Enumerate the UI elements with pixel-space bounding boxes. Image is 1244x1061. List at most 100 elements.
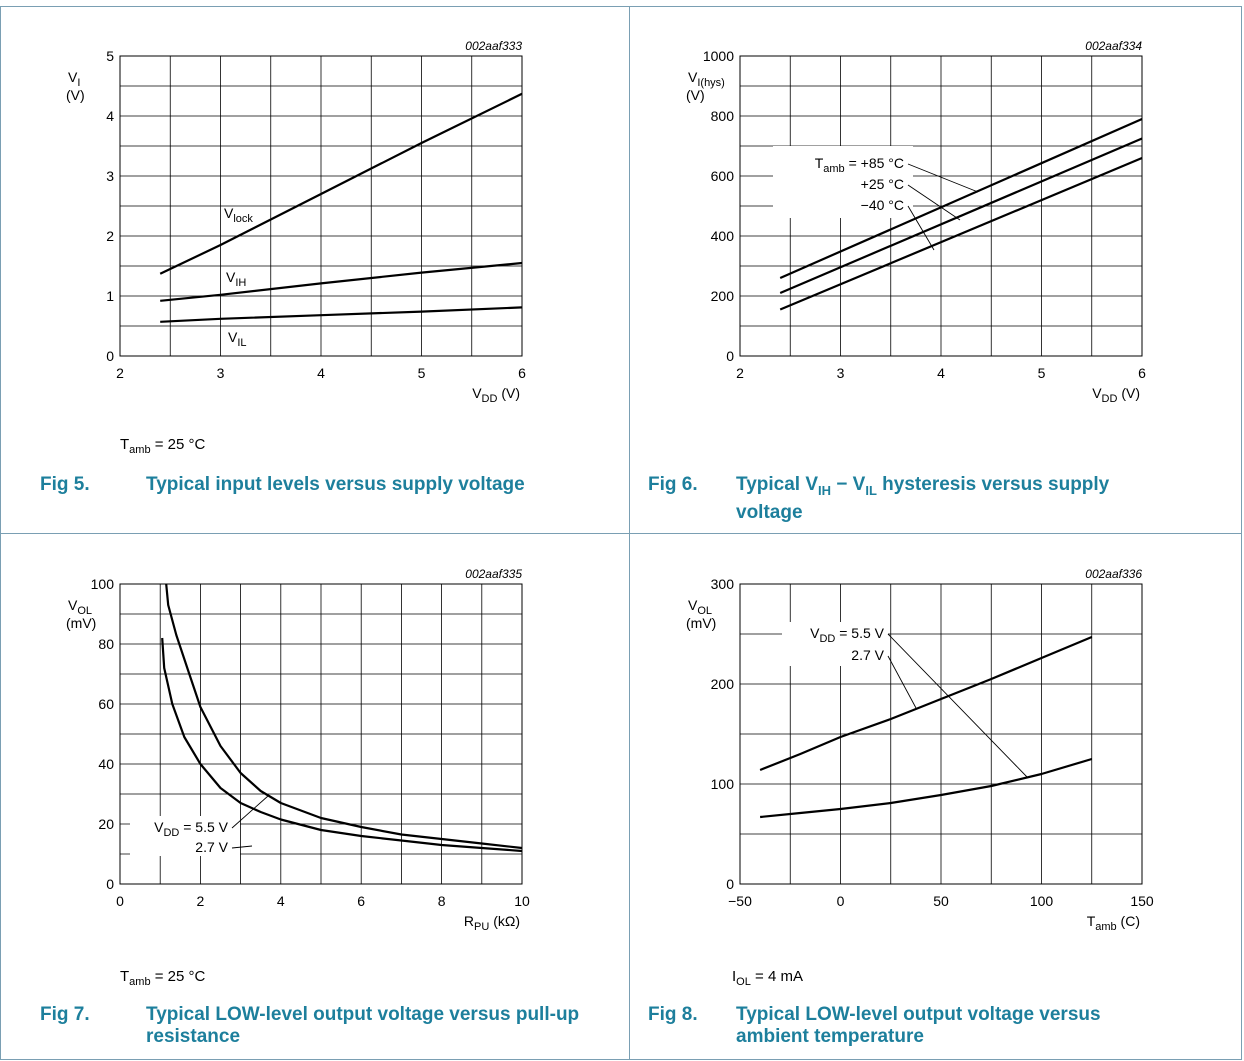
x-tick-label: 100 — [1030, 893, 1054, 909]
y-tick-label: 300 — [711, 576, 735, 592]
figure-6-chart: 2 3 4 5 6 0 200 400 600 800 1000 002aaf334 VDD (V) VI… — [686, 39, 1146, 405]
x-axis-label: VDD (V) — [472, 385, 520, 405]
y-tick-label: 1 — [106, 288, 114, 304]
figure-5-title: Typical input levels versus supply volta… — [146, 474, 525, 495]
y-tick-label: 0 — [726, 876, 734, 892]
series-label: VDD = 5.5 V — [154, 819, 229, 839]
series-line — [759, 757, 1093, 819]
callout-line — [231, 795, 269, 829]
series-line — [165, 583, 523, 850]
callout-line — [907, 184, 961, 221]
figure-5-panel: 2 3 4 5 6 0 1 2 3 4 5 002aaf333 VDD (V) VI (V) Vlock VIH… — [0, 6, 620, 533]
series-line — [779, 156, 1143, 311]
x-tick-label: 10 — [514, 893, 530, 909]
series-label: Vlock — [224, 205, 253, 225]
figure-8-panel: −50 0 50 100 150 0 100 200 300 002aaf336 Tamb (C) V… — [630, 534, 1244, 1061]
chart-code: 002aaf336 — [1085, 567, 1142, 581]
figure-6-title: Typical VIH − VIL hysteresis versus supp… — [736, 474, 1110, 523]
y-tick-label: 4 — [106, 108, 114, 124]
y-axis-unit: (V) — [686, 87, 705, 103]
series-label: 2.7 V — [195, 839, 228, 855]
figure-5-label: Fig 5. — [40, 474, 90, 495]
y-tick-label: 60 — [98, 696, 114, 712]
series-label: VIL — [228, 329, 247, 349]
figure-6-panel: 2 3 4 5 6 0 200 400 600 800 1000 002aaf334 VDD (V) VI… — [630, 6, 1244, 533]
x-axis-label: RPU (kΩ) — [464, 913, 520, 933]
y-tick-label: 800 — [711, 108, 735, 124]
figure-8-title: Typical LOW-level output voltage versus … — [736, 1004, 1101, 1047]
x-tick-label: 2 — [116, 365, 124, 381]
x-tick-label: 4 — [317, 365, 325, 381]
y-tick-label: 5 — [106, 48, 114, 64]
series-line — [759, 635, 1093, 772]
figure-8-condition: IOL = 4 mA — [732, 968, 803, 988]
series-line — [159, 92, 523, 275]
series-label: 2.7 V — [851, 647, 884, 663]
callout-line — [231, 845, 253, 849]
x-axis-label: Tamb (C) — [1087, 913, 1140, 933]
x-tick-label: 150 — [1130, 893, 1154, 909]
y-tick-label: 100 — [91, 576, 115, 592]
y-tick-label: 0 — [106, 348, 114, 364]
y-tick-label: 0 — [726, 348, 734, 364]
y-tick-label: 600 — [711, 168, 735, 184]
x-axis-label: VDD (V) — [1092, 385, 1140, 405]
y-tick-label: 3 — [106, 168, 114, 184]
y-tick-label: 80 — [98, 636, 114, 652]
y-axis-label: VOL — [68, 597, 92, 617]
series-line — [160, 261, 523, 302]
label-background — [782, 622, 888, 666]
chart-code: 002aaf333 — [465, 39, 522, 53]
figure-7-label: Fig 7. — [40, 1004, 90, 1025]
series-line — [160, 306, 523, 323]
chart-code: 002aaf334 — [1085, 39, 1142, 53]
y-tick-label: 1000 — [703, 48, 734, 64]
y-tick-label: 2 — [106, 228, 114, 244]
callout-line — [887, 633, 1029, 779]
x-tick-label: 6 — [1138, 365, 1146, 381]
x-tick-label: 0 — [116, 893, 124, 909]
callout-line — [907, 205, 935, 251]
plot-frame — [119, 583, 523, 885]
series-line — [779, 137, 1143, 295]
y-axis-label: VI(hys) — [688, 69, 725, 89]
x-tick-label: 2 — [736, 365, 744, 381]
series-label: +25 °C — [861, 176, 904, 192]
figure-7-condition: Tamb = 25 °C — [120, 968, 206, 988]
y-tick-label: 400 — [711, 228, 735, 244]
y-tick-label: 200 — [711, 288, 735, 304]
series-label: −40 °C — [861, 197, 904, 213]
x-tick-label: 5 — [1038, 365, 1046, 381]
callout-line — [887, 655, 917, 709]
y-axis-unit: (mV) — [66, 615, 96, 631]
y-axis-label: VOL — [688, 597, 712, 617]
series-line — [779, 117, 1143, 280]
y-axis-unit: (V) — [66, 87, 85, 103]
label-background — [773, 146, 913, 218]
figure-7-panel: 0 2 4 6 8 10 0 20 40 60 80 100 002aaf335 RPU (kΩ) VOL(… — [0, 534, 620, 1061]
figure-7-title: Typical LOW-level output voltage versus … — [146, 1004, 580, 1047]
x-tick-label: −50 — [728, 893, 752, 909]
x-tick-label: 4 — [277, 893, 285, 909]
plot-frame — [119, 55, 523, 357]
y-axis-label: VI — [68, 69, 80, 89]
y-tick-label: 20 — [98, 816, 114, 832]
series-label: Tamb = +85 °C — [815, 155, 904, 175]
x-tick-label: 8 — [438, 893, 446, 909]
y-tick-label: 200 — [711, 676, 735, 692]
y-tick-label: 100 — [711, 776, 735, 792]
x-tick-label: 0 — [837, 893, 845, 909]
x-tick-label: 3 — [837, 365, 845, 381]
x-tick-label: 3 — [217, 365, 225, 381]
x-tick-label: 2 — [197, 893, 205, 909]
x-tick-label: 50 — [933, 893, 949, 909]
label-background — [130, 816, 240, 856]
x-tick-label: 4 — [937, 365, 945, 381]
x-tick-label: 6 — [518, 365, 526, 381]
frame-divider-horizontal — [0, 533, 1241, 534]
x-tick-label: 6 — [357, 893, 365, 909]
y-axis-unit: (mV) — [686, 615, 716, 631]
plot-frame — [739, 55, 1143, 357]
